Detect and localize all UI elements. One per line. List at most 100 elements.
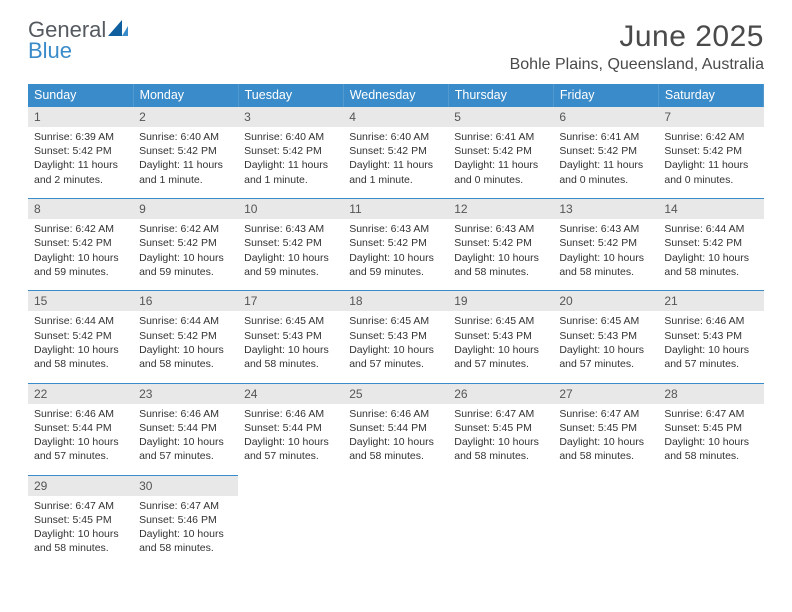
day-number-cell: 2 xyxy=(133,107,238,128)
sun-line-d2: and 58 minutes. xyxy=(34,357,127,371)
day-number-cell: 8 xyxy=(28,199,133,220)
day-info-row: Sunrise: 6:44 AMSunset: 5:42 PM Daylight:… xyxy=(28,311,764,377)
sun-line-d2: and 58 minutes. xyxy=(139,357,232,371)
sun-line-d1: Daylight: 10 hours xyxy=(454,435,547,449)
sun-line-d2: and 59 minutes. xyxy=(34,265,127,279)
day-number-cell: 18 xyxy=(343,291,448,312)
day-info-cell: Sunrise: 6:42 AMSunset: 5:42 PMDaylight:… xyxy=(133,219,238,285)
sun-line-sr: Sunrise: 6:43 AM xyxy=(559,222,652,236)
sun-line-d1: Daylight: 10 hours xyxy=(559,251,652,265)
sun-line-ss: Sunset: 5:42 PM xyxy=(139,144,232,158)
day-number-cell: 20 xyxy=(553,291,658,312)
sun-line-ss: Sunset: 5:42 PM xyxy=(559,236,652,250)
sun-line-ss: Sunset: 5:42 PM xyxy=(664,144,757,158)
day-number-cell xyxy=(553,475,658,496)
sun-line-d2: and 1 minute. xyxy=(244,173,337,187)
sun-line-ss: Sunset: 5:43 PM xyxy=(559,329,652,343)
day-info-cell: Sunrise: 6:45 AMSunset: 5:43 PMDaylight:… xyxy=(343,311,448,377)
sun-line-d1: Daylight: 10 hours xyxy=(664,435,757,449)
sun-line-ss: Sunset: 5:42 PM xyxy=(559,144,652,158)
sun-line-d2: and 57 minutes. xyxy=(349,357,442,371)
day-info-cell: Sunrise: 6:40 AMSunset: 5:42 PMDaylight:… xyxy=(133,127,238,193)
day-info-row: Sunrise: 6:39 AMSunset: 5:42 PMDaylight:… xyxy=(28,127,764,193)
day-number-cell: 24 xyxy=(238,383,343,404)
sun-line-ss: Sunset: 5:42 PM xyxy=(454,236,547,250)
day-info-cell: Sunrise: 6:44 AMSunset: 5:42 PMDaylight:… xyxy=(28,311,133,377)
sun-line-d2: and 58 minutes. xyxy=(454,265,547,279)
day-number-cell: 27 xyxy=(553,383,658,404)
header: General Blue June 2025 Bohle Plains, Que… xyxy=(28,20,764,74)
sun-line-sr: Sunrise: 6:45 AM xyxy=(559,314,652,328)
day-number-cell: 9 xyxy=(133,199,238,220)
day-info-cell: Sunrise: 6:47 AMSunset: 5:45 PMDaylight:… xyxy=(448,404,553,470)
day-info-row: Sunrise: 6:46 AMSunset: 5:44 PMDaylight:… xyxy=(28,404,764,470)
day-info-cell: Sunrise: 6:47 AMSunset: 5:45 PMDaylight:… xyxy=(658,404,763,470)
sun-line-d1: Daylight: 10 hours xyxy=(34,527,127,541)
sun-line-sr: Sunrise: 6:45 AM xyxy=(244,314,337,328)
day-number-row: 22232425262728 xyxy=(28,383,764,404)
sun-line-ss: Sunset: 5:43 PM xyxy=(349,329,442,343)
sun-line-d2: and 1 minute. xyxy=(139,173,232,187)
sun-line-ss: Sunset: 5:42 PM xyxy=(664,236,757,250)
sun-line-sr: Sunrise: 6:41 AM xyxy=(454,130,547,144)
day-info-cell: Sunrise: 6:47 AMSunset: 5:46 PMDaylight:… xyxy=(133,496,238,562)
sun-line-sr: Sunrise: 6:43 AM xyxy=(349,222,442,236)
sun-line-sr: Sunrise: 6:46 AM xyxy=(664,314,757,328)
calendar-table: Sunday Monday Tuesday Wednesday Thursday… xyxy=(28,84,764,561)
sun-line-d2: and 58 minutes. xyxy=(34,541,127,555)
day-info-cell: Sunrise: 6:44 AMSunset: 5:42 PMDaylight:… xyxy=(658,219,763,285)
sun-line-d2: and 59 minutes. xyxy=(244,265,337,279)
sun-line-d2: and 58 minutes. xyxy=(664,449,757,463)
day-number-cell: 6 xyxy=(553,107,658,128)
sun-line-d2: and 59 minutes. xyxy=(349,265,442,279)
day-info-cell: Sunrise: 6:46 AMSunset: 5:43 PMDaylight:… xyxy=(658,311,763,377)
day-number-cell: 4 xyxy=(343,107,448,128)
sun-line-d2: and 58 minutes. xyxy=(664,265,757,279)
day-info-cell: Sunrise: 6:43 AMSunset: 5:42 PMDaylight:… xyxy=(448,219,553,285)
sun-line-ss: Sunset: 5:42 PM xyxy=(349,236,442,250)
sun-line-ss: Sunset: 5:42 PM xyxy=(244,144,337,158)
sun-line-ss: Sunset: 5:44 PM xyxy=(244,421,337,435)
sun-line-d2: and 57 minutes. xyxy=(244,449,337,463)
sun-line-ss: Sunset: 5:42 PM xyxy=(349,144,442,158)
day-number-row: 1234567 xyxy=(28,107,764,128)
day-info-cell: Sunrise: 6:40 AMSunset: 5:42 PMDaylight:… xyxy=(238,127,343,193)
sun-line-sr: Sunrise: 6:43 AM xyxy=(244,222,337,236)
sun-line-d2: and 0 minutes. xyxy=(559,173,652,187)
day-number-row: 891011121314 xyxy=(28,199,764,220)
sun-line-d1: Daylight: 10 hours xyxy=(34,251,127,265)
sun-line-sr: Sunrise: 6:45 AM xyxy=(454,314,547,328)
sun-line-ss: Sunset: 5:44 PM xyxy=(349,421,442,435)
title-block: June 2025 Bohle Plains, Queensland, Aust… xyxy=(510,20,764,74)
day-number-cell: 23 xyxy=(133,383,238,404)
day-number-cell xyxy=(238,475,343,496)
sun-line-ss: Sunset: 5:45 PM xyxy=(34,513,127,527)
sun-line-d2: and 58 minutes. xyxy=(559,265,652,279)
day-info-cell: Sunrise: 6:46 AMSunset: 5:44 PMDaylight:… xyxy=(28,404,133,470)
day-info-cell: Sunrise: 6:45 AMSunset: 5:43 PMDaylight:… xyxy=(238,311,343,377)
day-number-cell: 19 xyxy=(448,291,553,312)
day-number-cell: 28 xyxy=(658,383,763,404)
sun-line-d1: Daylight: 11 hours xyxy=(244,158,337,172)
sun-line-sr: Sunrise: 6:44 AM xyxy=(139,314,232,328)
logo-text: General Blue xyxy=(28,20,128,62)
calendar-body: 1234567Sunrise: 6:39 AMSunset: 5:42 PMDa… xyxy=(28,107,764,562)
sun-line-sr: Sunrise: 6:46 AM xyxy=(349,407,442,421)
day-number-cell: 1 xyxy=(28,107,133,128)
day-number-cell xyxy=(448,475,553,496)
day-number-cell: 30 xyxy=(133,475,238,496)
day-info-cell: Sunrise: 6:43 AMSunset: 5:42 PMDaylight:… xyxy=(553,219,658,285)
sun-line-d1: Daylight: 10 hours xyxy=(664,343,757,357)
sun-line-d2: and 1 minute. xyxy=(349,173,442,187)
sun-line-sr: Sunrise: 6:45 AM xyxy=(349,314,442,328)
sun-line-sr: Sunrise: 6:39 AM xyxy=(34,130,127,144)
sun-line-ss: Sunset: 5:42 PM xyxy=(34,236,127,250)
day-number-cell: 12 xyxy=(448,199,553,220)
day-number-cell: 13 xyxy=(553,199,658,220)
sun-line-ss: Sunset: 5:42 PM xyxy=(139,329,232,343)
sun-line-ss: Sunset: 5:44 PM xyxy=(139,421,232,435)
day-info-cell: Sunrise: 6:41 AMSunset: 5:42 PMDaylight:… xyxy=(448,127,553,193)
day-info-cell: Sunrise: 6:43 AMSunset: 5:42 PMDaylight:… xyxy=(343,219,448,285)
sun-line-ss: Sunset: 5:43 PM xyxy=(664,329,757,343)
day-info-cell xyxy=(658,496,763,562)
